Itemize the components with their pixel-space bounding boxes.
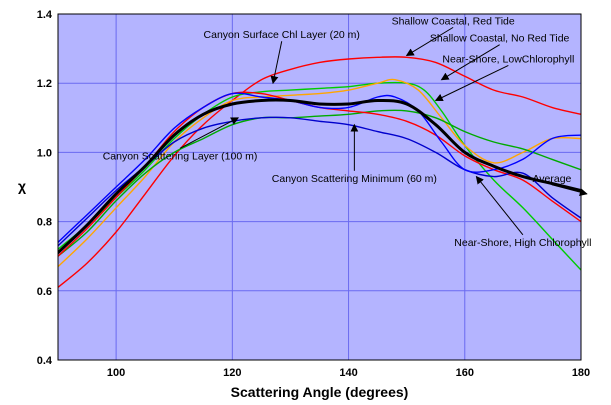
annotation-arrow [179,117,240,149]
y-tick-label: 0.6 [37,286,52,298]
x-tick-label: 160 [456,367,474,379]
plot-background [58,14,581,360]
x-tick-label: 140 [339,367,357,379]
series-line-2 [58,81,581,271]
plot-frame [57,13,582,361]
y-tick-label: 1.2 [37,78,52,90]
y-tick-label: 0.8 [37,217,52,229]
x-tick-label: 120 [223,367,241,379]
series-line-4 [58,109,581,257]
annotation-layer: Canyon Surface Chl Layer (20 m) Shallow C… [103,15,592,248]
annotation-arrow [440,44,500,81]
annotation-arrow [434,64,509,102]
annotation-arrow [270,41,283,85]
annotation-arrow [551,184,588,197]
x-tick-label: 100 [107,367,125,379]
annotation-label: Shallow Coastal, Red Tide [392,15,515,27]
annotation-label: Near-Shore, High Chlorophyll [454,237,591,249]
series-line-7 [58,92,581,244]
series-line-3 [58,78,581,268]
annotation-arrow [475,175,524,236]
annotation-label: Near-Shore, LowChlorophyll [442,53,574,65]
annotation-label: Canyon Surface Chl Layer (20 m) [204,29,360,41]
series-line-1 [58,56,581,288]
y-axis-label: χ [18,178,26,194]
series-line-8 [58,98,581,255]
annotation-label: Canyon Scattering Layer (100 m) [103,150,258,162]
annotation-label: Shallow Coastal, No Red Tide [430,33,570,45]
y-tick-label: 0.4 [37,355,53,367]
annotation-label: Average [532,173,571,185]
annotation-arrow [405,26,454,57]
annotation-label: Canyon Scattering Minimum (60 m) [272,173,437,185]
y-tick-label: 1.4 [37,9,53,21]
series-layer [58,56,581,288]
y-tick-label: 1.0 [37,147,52,159]
x-axis-label: Scattering Angle (degrees) [231,384,409,400]
x-tick-label: 180 [572,367,590,379]
tick-layer: 100 120 140 160 180 0.4 0.6 0.8 1.0 1.2 1.4 [37,9,590,379]
